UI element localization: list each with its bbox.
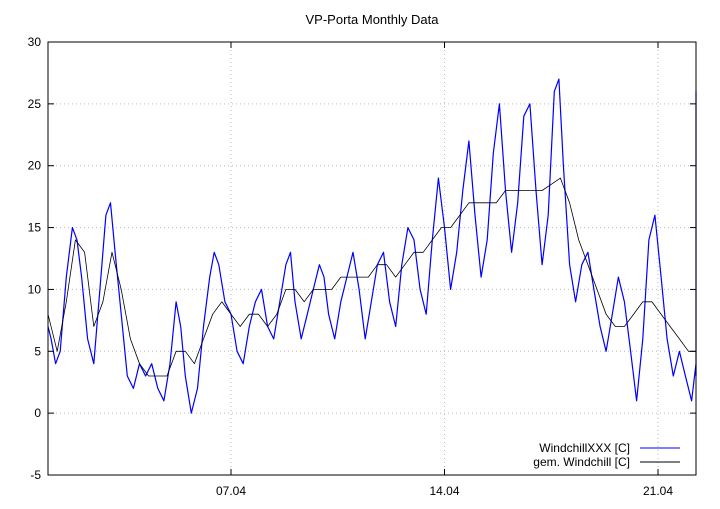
y-tick-label: 30: [28, 35, 42, 49]
y-tick-label: -5: [30, 468, 41, 482]
y-tick-label: 20: [28, 159, 42, 173]
legend-label-2: gem. Windchill [C]: [533, 455, 630, 469]
x-tick-label: 14.04: [429, 484, 459, 498]
x-tick-label: 07.04: [216, 484, 246, 498]
grid: [48, 42, 696, 475]
chart-title: VP-Porta Monthly Data: [306, 12, 440, 27]
y-tick-label: 5: [34, 344, 41, 358]
y-tick-label: 0: [34, 406, 41, 420]
y-tick-label: 25: [28, 97, 42, 111]
x-tick-label: 21.04: [643, 484, 673, 498]
legend-label-1: WindchillXXX [C]: [539, 441, 630, 455]
legend: WindchillXXX [C]gem. Windchill [C]: [533, 441, 680, 469]
plot-frame: [47, 41, 697, 476]
y-tick-label: 15: [28, 221, 42, 235]
y-tick-label: 10: [28, 282, 42, 296]
